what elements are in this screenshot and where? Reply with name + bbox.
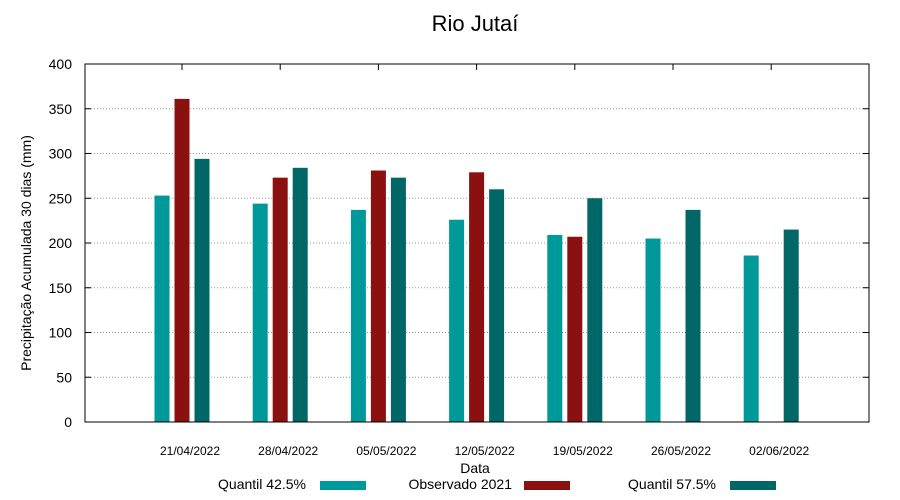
chart-title: Rio Jutaí [432,11,519,36]
y-tick-label: 100 [49,325,73,341]
y-tick-label: 350 [49,101,73,117]
bar [390,177,406,422]
legend-label: Quantil 42.5% [218,476,306,492]
y-tick-label: 50 [56,369,72,385]
y-tick-label: 250 [49,190,73,206]
bar [154,195,170,422]
x-axis-ticks: 21/04/2022 28/04/2022 05/05/2022 12/05/2022… [160,64,810,458]
y-tick-label: 200 [49,235,73,251]
x-tick-label: 28/04/2022 [258,444,318,458]
x-tick-label: 19/05/2022 [553,444,613,458]
bar [370,170,386,422]
bar [174,98,190,422]
x-tick-label: 12/05/2022 [455,444,515,458]
legend: Quantil 42.5% Observado 2021 Quantil 57.5% [218,476,776,492]
bar [547,234,563,422]
bar [783,229,799,422]
x-tick-label: 26/05/2022 [651,444,711,458]
bar [350,209,366,422]
legend-swatch [320,481,366,490]
bar [587,198,603,422]
bar [645,238,661,422]
x-tick-label: 02/06/2022 [749,444,809,458]
bar [489,189,505,422]
y-tick-label: 300 [49,146,73,162]
bar [743,255,759,422]
x-tick-label: 21/04/2022 [160,444,220,458]
x-axis-label: Data [460,460,490,476]
y-tick-label: 400 [49,56,73,72]
bar [469,172,485,422]
y-tick-label: 0 [64,414,72,430]
legend-swatch [730,481,776,490]
x-tick-label: 05/05/2022 [356,444,416,458]
bar [449,219,465,422]
bar [194,158,210,422]
legend-label: Quantil 57.5% [628,476,716,492]
legend-swatch [524,481,570,490]
bar [292,167,308,422]
y-tick-label: 150 [49,280,73,296]
y-axis-label: Precipitação Acumulada 30 dias (mm) [18,135,34,371]
plot-frame [84,63,870,423]
bar [252,203,268,422]
legend-label: Observado 2021 [408,476,512,492]
bar [567,236,583,422]
bar [272,177,288,422]
bar [685,209,701,422]
y-axis-ticks: 0 50 100 150 200 250 300 350 400 [49,56,869,430]
bars [154,98,799,422]
